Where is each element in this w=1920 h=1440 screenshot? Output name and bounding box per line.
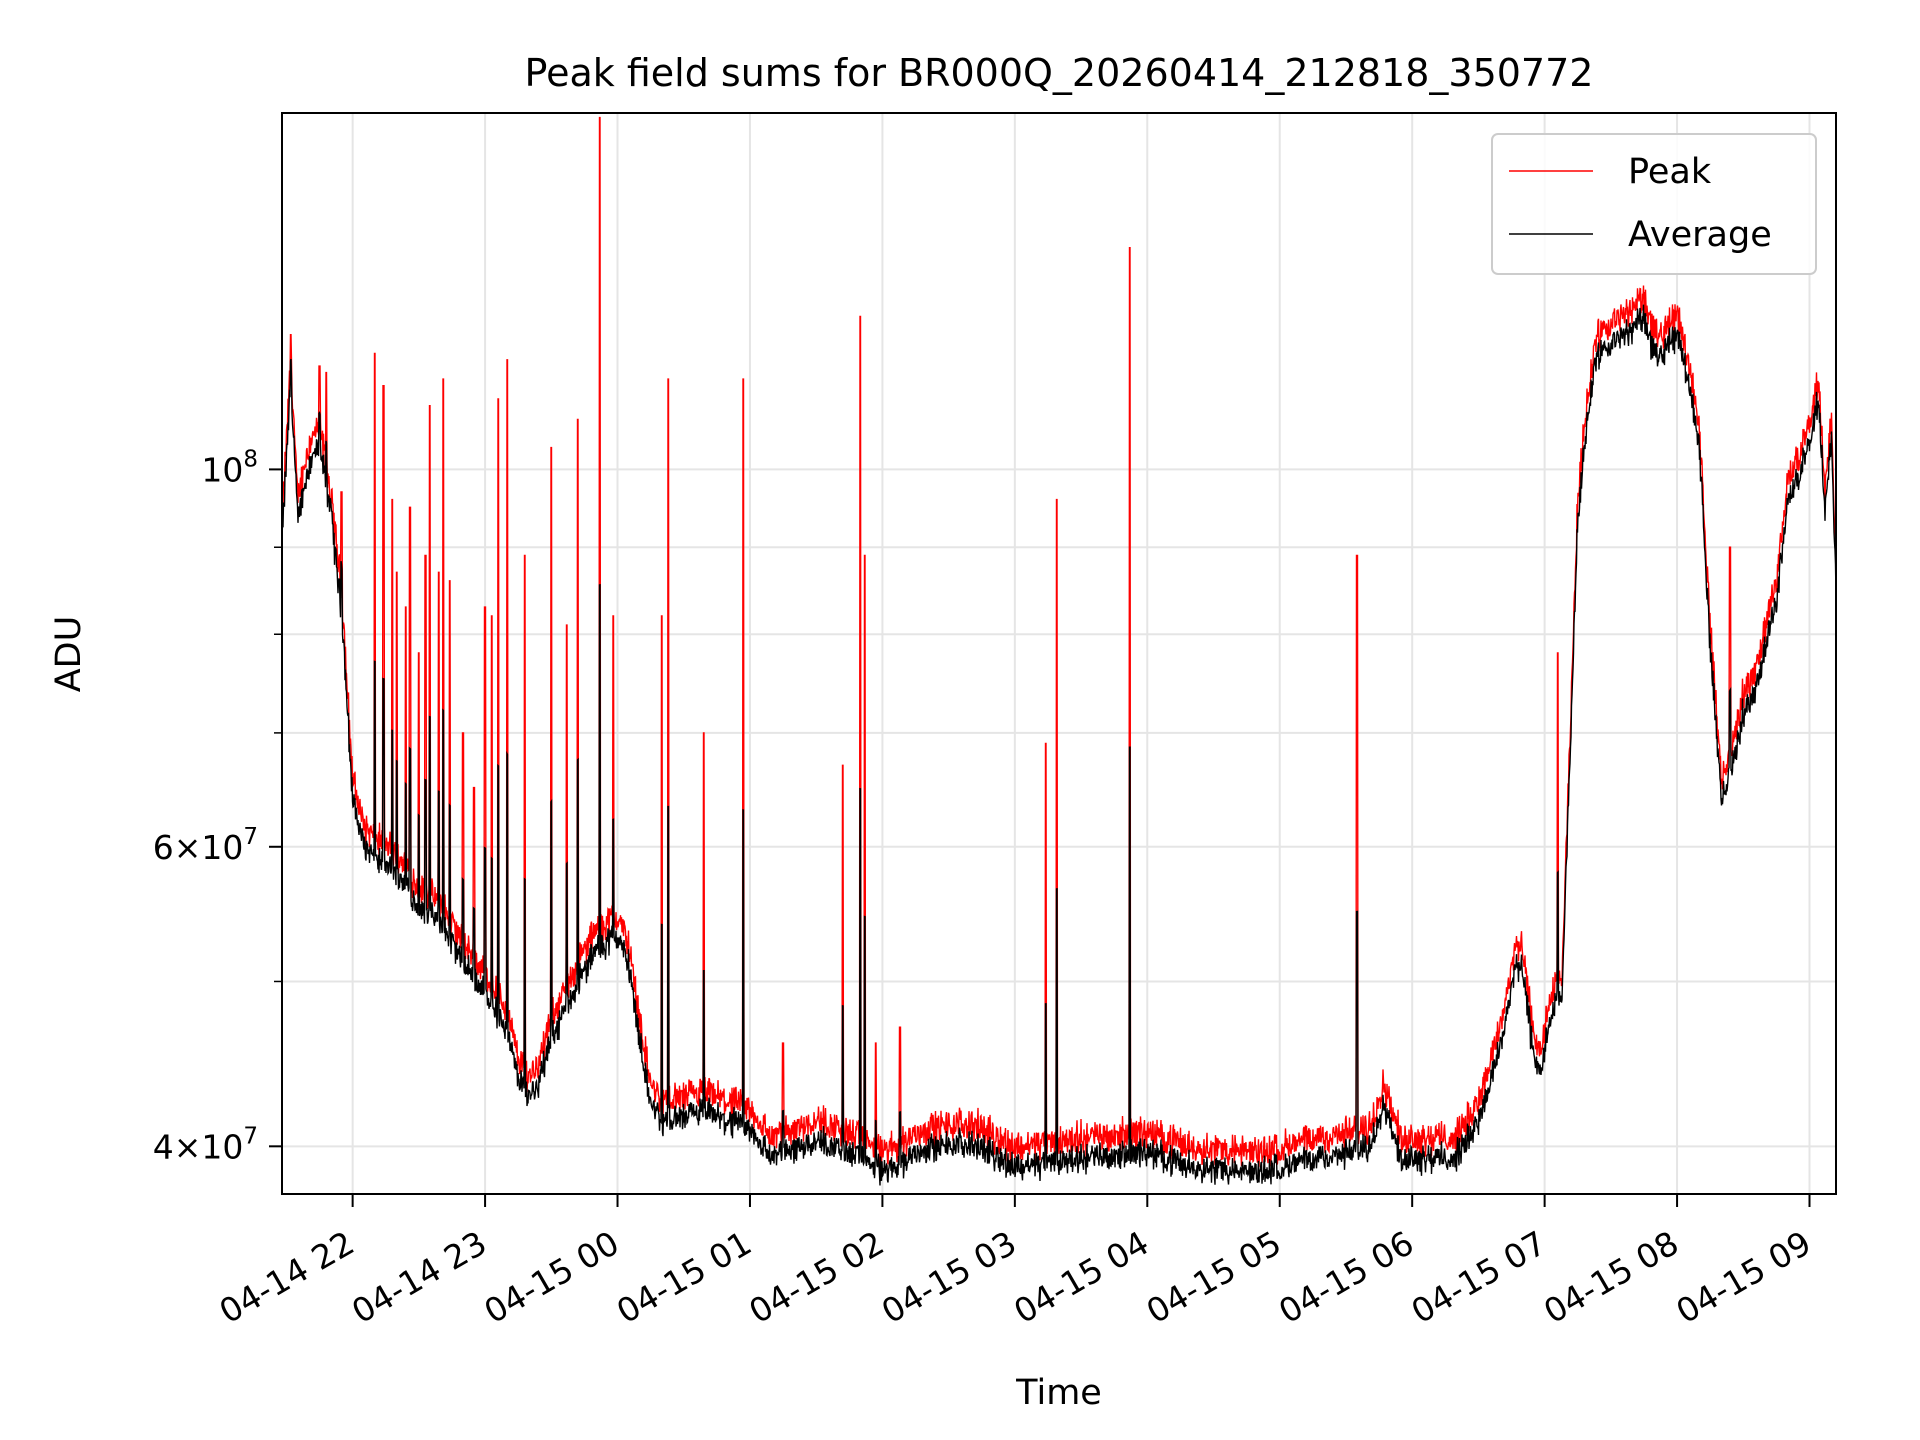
legend-box xyxy=(1491,133,1817,275)
legend: Peak Average xyxy=(1491,133,1817,275)
plot-frame xyxy=(281,112,1837,1195)
y-axis-label: ADU xyxy=(49,616,89,693)
x-axis-label: Time xyxy=(1015,1373,1102,1413)
grid-lines xyxy=(282,113,1836,1194)
chart-title: Peak field sums for BR000Q_20260414_2128… xyxy=(525,51,1594,95)
y-tick-label: 108 xyxy=(201,446,258,489)
series-line-peak xyxy=(282,116,1836,1167)
y-tick-label: 6×107 xyxy=(153,824,258,867)
legend-peak-label: Peak xyxy=(1628,152,1712,192)
plot-area xyxy=(282,116,1836,1186)
series-line-average xyxy=(282,304,1836,1186)
legend-average-label: Average xyxy=(1628,215,1772,255)
y-axis: 4×107 6×107 108 xyxy=(153,446,282,1166)
y-tick-label: 4×107 xyxy=(153,1123,258,1166)
